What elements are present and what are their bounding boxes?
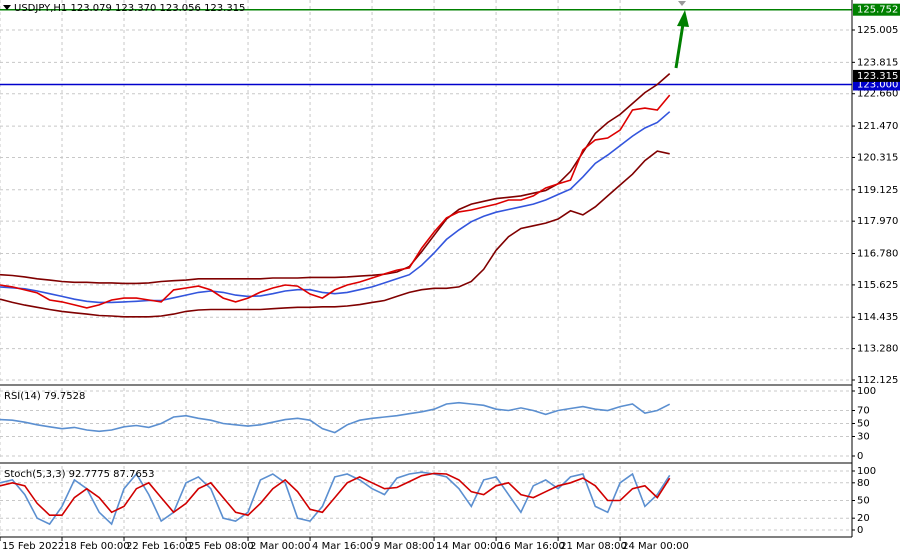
y-tick-label: 80	[857, 478, 870, 489]
series-line	[0, 472, 671, 517]
y-tick-label: 114.435	[857, 312, 898, 323]
arrow-head	[677, 10, 689, 27]
x-tick-label: 9 Mar 08:00	[374, 541, 434, 552]
x-tick-label: 21 Mar 08:00	[560, 541, 627, 552]
y-tick-label: 121.470	[857, 121, 898, 132]
x-tick-label: 14 Mar 00:00	[436, 541, 503, 552]
y-tick-label: 20	[857, 513, 870, 524]
last-price-label: 123.315	[857, 71, 898, 82]
level-label-box	[853, 3, 900, 16]
x-tick-label: 4 Mar 16:00	[312, 541, 372, 552]
x-tick-label: 24 Mar 00:00	[622, 541, 689, 552]
series-line	[0, 471, 671, 526]
panel-title: RSI(14) 79.7528	[4, 391, 85, 402]
series-line	[0, 94, 671, 309]
shift-marker	[678, 1, 686, 6]
y-tick-label: 116.780	[857, 249, 898, 260]
panel-title: Stoch(5,3,3) 92.7775 87.7653	[4, 469, 155, 480]
y-tick-label: 117.970	[857, 216, 898, 227]
y-tick-label: 125.005	[857, 25, 898, 36]
y-tick-label: 0	[857, 451, 863, 462]
last-price-box	[853, 69, 900, 82]
panel-title: USDJPY,H1 123.079 123.370 123.056 123.31…	[14, 3, 245, 14]
y-tick-label: 122.660	[857, 89, 898, 100]
x-tick-label: 18 Feb 00:00	[64, 541, 130, 552]
y-tick-label: 30	[857, 432, 870, 443]
y-tick-label: 50	[857, 419, 870, 430]
y-tick-label: 50	[857, 496, 870, 507]
y-tick-label: 100	[857, 386, 876, 397]
menu-triangle	[3, 5, 11, 10]
y-tick-label: 0	[857, 525, 863, 536]
y-tick-label: 119.125	[857, 185, 898, 196]
x-tick-label: 25 Feb 08:00	[188, 541, 254, 552]
x-tick-label: 2 Mar 00:00	[250, 541, 310, 552]
x-tick-label: 22 Feb 16:00	[126, 541, 192, 552]
series-line	[0, 111, 671, 304]
y-tick-label: 120.315	[857, 152, 898, 163]
x-tick-label: 16 Mar 16:00	[498, 541, 565, 552]
y-tick-label: 112.125	[857, 375, 898, 386]
series-line	[0, 150, 670, 318]
y-tick-label: 115.625	[857, 280, 898, 291]
level-label: 123.000	[857, 79, 898, 90]
y-tick-label: 100	[857, 466, 876, 477]
y-tick-label: 113.280	[857, 344, 898, 355]
y-tick-label: 123.815	[857, 57, 898, 68]
y-tick-label: 70	[857, 405, 870, 416]
arrow	[674, 23, 685, 69]
level-label: 125.752	[857, 5, 898, 16]
series-line	[0, 401, 671, 434]
x-tick-label: 15 Feb 2022	[2, 541, 64, 552]
